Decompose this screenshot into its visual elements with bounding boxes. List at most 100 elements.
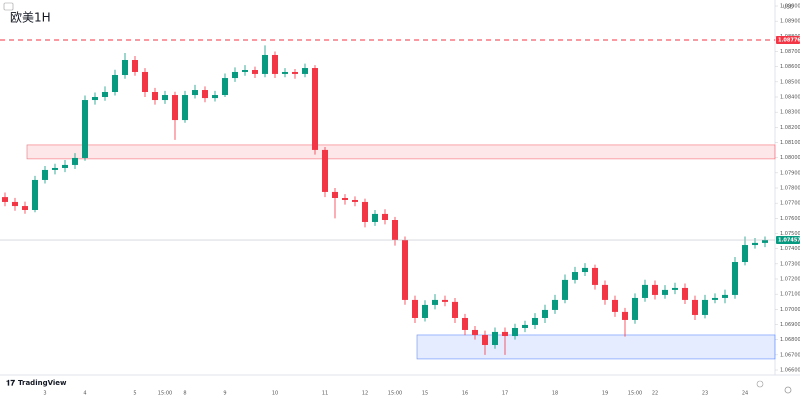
candle-body (252, 70, 258, 74)
timezone-icon[interactable] (756, 380, 764, 388)
y-tick-label: 1.09000 (780, 4, 800, 10)
candle-body (382, 213, 388, 221)
candle-body (162, 95, 168, 101)
zone (416, 334, 776, 360)
x-tick-label: 12 (362, 391, 368, 397)
candle-body (82, 100, 88, 158)
branding: TradingView (18, 379, 67, 387)
candle-body (592, 267, 598, 285)
candle-body (52, 167, 58, 170)
last-price-label: 1.07457 (778, 238, 800, 244)
menu-icon[interactable] (3, 2, 14, 11)
y-tick-label: 1.07700 (780, 201, 800, 207)
candle-body (712, 297, 718, 300)
candle-body (682, 287, 688, 300)
x-tick-label: 15:00 (628, 391, 642, 397)
y-tick-label: 1.08600 (780, 64, 800, 70)
candle-body (562, 279, 568, 300)
candle-body (222, 78, 228, 96)
candle-body (372, 213, 378, 222)
y-tick-label: 1.06900 (780, 322, 800, 328)
candle-body (122, 59, 128, 76)
x-tick-label: 19 (602, 391, 608, 397)
candle-body (602, 284, 608, 300)
candle-body (512, 327, 518, 337)
x-tick-label: 17 (502, 391, 508, 397)
x-tick-label: 3 (43, 391, 46, 397)
candle-body (742, 245, 748, 263)
currency: USD (783, 5, 794, 11)
candle-body (362, 201, 368, 222)
x-tick-label: 5 (133, 391, 136, 397)
candle-body (572, 272, 578, 280)
x-tick-label: 22 (652, 391, 658, 397)
y-tick-label: 1.07000 (780, 307, 800, 313)
logo-mark: 𝟏𝟕 (6, 379, 15, 388)
candle-body (702, 299, 708, 315)
candle-body (232, 71, 238, 79)
y-tick-label: 1.08200 (780, 125, 800, 131)
candle-body (142, 71, 148, 92)
candle-body (622, 311, 628, 320)
candle-body (752, 242, 758, 246)
candle-body (242, 70, 248, 72)
candle-body (212, 95, 218, 99)
candle-body (102, 91, 108, 97)
candle-body (262, 54, 268, 74)
candle-body (582, 267, 588, 273)
candle-body (342, 198, 348, 200)
candle-body (472, 329, 478, 335)
last-price-bg (776, 236, 800, 245)
price-label-bg (776, 35, 800, 44)
candle-body (492, 331, 498, 345)
candle-body (282, 71, 288, 74)
candle-body (2, 197, 8, 202)
candle-body (352, 199, 358, 202)
candle-body (432, 299, 438, 305)
chart-title: 欧美1H (10, 11, 51, 25)
candle-body (502, 331, 508, 337)
x-tick-label: 9 (223, 391, 226, 397)
candle-body (632, 297, 638, 320)
x-tick-label: 4 (83, 391, 86, 397)
y-tick-label: 1.08100 (780, 140, 800, 146)
candle-body (542, 309, 548, 318)
y-tick-label: 1.07100 (780, 292, 800, 298)
candle-body (402, 240, 408, 300)
y-tick-label: 1.08000 (780, 155, 800, 161)
candle-body (312, 68, 318, 150)
candle-body (12, 201, 18, 207)
candle-body (32, 179, 38, 210)
y-tick-label: 1.08500 (780, 79, 800, 85)
y-tick-label: 1.07800 (780, 186, 800, 192)
x-tick-label: 24 (742, 391, 748, 397)
y-tick-label: 1.06700 (780, 352, 800, 358)
candle-body (642, 284, 648, 298)
y-tick-label: 1.07200 (780, 277, 800, 283)
zone (26, 144, 776, 160)
candle-body (662, 289, 668, 295)
candle-body (532, 317, 538, 325)
x-tick-label: 18 (552, 391, 558, 397)
candle-body (392, 220, 398, 241)
x-tick-label: 11 (322, 391, 328, 397)
y-tick-label: 1.08900 (780, 19, 800, 25)
settings-icon[interactable] (784, 386, 792, 394)
candle-body (722, 294, 728, 298)
candle-body (462, 317, 468, 330)
candle-body (302, 68, 308, 74)
branding-group: 𝟏𝟕 TradingView (6, 379, 67, 388)
y-tick-label: 1.07500 (780, 231, 800, 237)
candle-body (332, 191, 338, 199)
x-tick-label: 15:00 (388, 391, 402, 397)
y-tick-label: 1.07400 (780, 246, 800, 252)
x-tick-label: 15 (422, 391, 428, 397)
y-tick-label: 1.08700 (780, 49, 800, 55)
candle-body (22, 206, 28, 210)
candle-body (652, 284, 658, 295)
candle-body (172, 95, 178, 121)
x-tick-label: 8 (183, 391, 186, 397)
candle-body (612, 299, 618, 312)
candle-body (92, 97, 98, 101)
